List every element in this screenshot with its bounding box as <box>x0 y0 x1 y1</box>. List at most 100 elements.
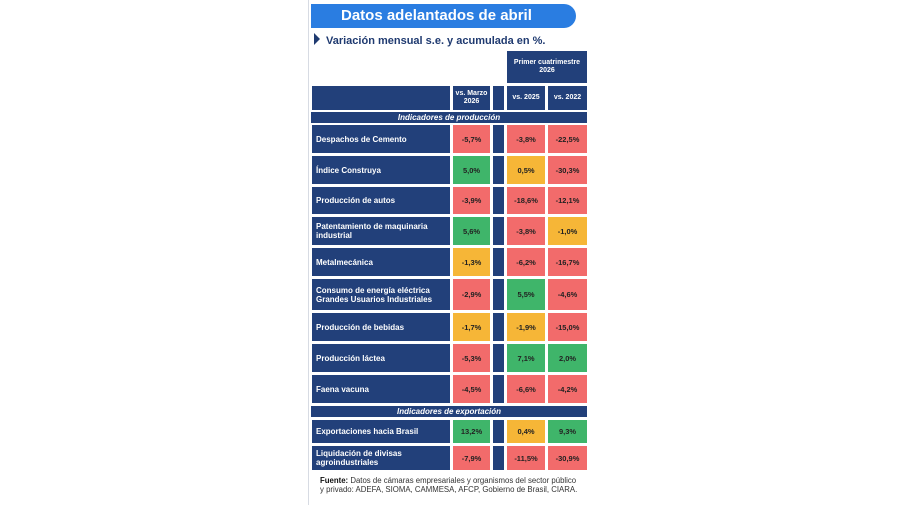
value-vs-2025-text: -18,6% <box>514 196 538 205</box>
header-col-vs-2022: vs. 2022 <box>548 86 587 110</box>
row-label: Producción láctea <box>312 344 450 372</box>
value-vs-marzo-text: -2,9% <box>461 290 482 299</box>
row-label-text: Producción láctea <box>316 353 385 363</box>
value-vs-2022-text: -22,5% <box>555 134 580 144</box>
value-vs-2022-text: -1,0% <box>557 226 578 236</box>
value-vs-2025: -6,2% <box>507 248 545 276</box>
header-col1-label: vs. Marzo 2026 <box>455 90 488 105</box>
value-vs-2022-text: -30,3% <box>555 165 580 175</box>
value-vs-2025: 5,5% <box>507 279 545 310</box>
value-vs-2025: 0,5% <box>507 156 545 184</box>
row-label-text: Producción de autos <box>316 196 396 205</box>
value-vs-2022-text: -16,7% <box>555 257 580 267</box>
row-gap <box>493 375 504 403</box>
value-vs-marzo: -1,3% <box>453 248 490 276</box>
value-vs-marzo: -7,9% <box>453 446 490 470</box>
value-vs-marzo-text: -7,9% <box>461 453 482 463</box>
value-vs-marzo-text: -1,7% <box>461 322 482 332</box>
subtitle: Variación mensual s.e. y acumulada en %. <box>314 33 545 47</box>
value-vs-2025-text: 7,1% <box>517 353 535 363</box>
value-vs-marzo: 13,2% <box>453 420 490 443</box>
row-gap <box>493 125 504 153</box>
row-label: Faena vacuna <box>312 375 450 403</box>
value-vs-2022: -4,2% <box>548 375 587 403</box>
value-vs-2022-text: -15,0% <box>555 322 580 332</box>
value-vs-2025-text: -3,8% <box>516 134 536 144</box>
row-gap <box>493 248 504 276</box>
header-col-vs-2025: vs. 2025 <box>507 86 545 110</box>
row-label-text: Exportaciones hacia Brasil <box>316 427 419 436</box>
value-vs-2022: -15,0% <box>548 313 587 341</box>
footer-source: Fuente: Datos de cámaras empresariales y… <box>320 476 582 495</box>
footer-text: Datos de cámaras empresariales y organis… <box>320 476 578 495</box>
value-vs-2025: -11,5% <box>507 446 545 470</box>
value-vs-2025: -3,8% <box>507 125 545 153</box>
value-vs-2022-text: -4,2% <box>557 384 578 394</box>
row-label: Índice Construya <box>312 156 450 184</box>
value-vs-marzo-text: -4,5% <box>461 384 482 394</box>
row-gap <box>493 446 504 470</box>
row-label-text: Despachos de Cemento <box>316 134 407 144</box>
value-vs-marzo: -3,9% <box>453 187 490 214</box>
value-vs-marzo: -4,5% <box>453 375 490 403</box>
value-vs-marzo: 5,0% <box>453 156 490 184</box>
header-group-cuatrimestre: Primer cuatrimestre 2026 <box>507 51 587 83</box>
row-label-text: Metalmecánica <box>316 257 373 267</box>
page-title: Datos adelantados de abril <box>341 7 532 24</box>
section-export: Indicadores de exportación <box>311 406 587 417</box>
row-gap <box>493 217 504 245</box>
value-vs-2022: -30,9% <box>548 446 587 470</box>
value-vs-2022: -22,5% <box>548 125 587 153</box>
row-label: Metalmecánica <box>312 248 450 276</box>
section-export-label: Indicadores de exportación <box>396 407 502 416</box>
row-label-text: Liquidación de divisas agroindustriales <box>316 449 402 467</box>
value-vs-2022: -16,7% <box>548 248 587 276</box>
row-label: Producción de bebidas <box>312 313 450 341</box>
row-gap <box>493 313 504 341</box>
value-vs-2025-text: -6,2% <box>516 257 536 267</box>
value-vs-marzo: -5,7% <box>453 125 490 153</box>
value-vs-2022-text: -12,1% <box>555 196 580 205</box>
value-vs-marzo: -5,3% <box>453 344 490 372</box>
value-vs-2022-text: -4,6% <box>557 290 578 299</box>
value-vs-2022: 2,0% <box>548 344 587 372</box>
value-vs-marzo-text: -5,3% <box>461 353 482 363</box>
row-label-text: Producción de bebidas <box>316 322 405 332</box>
value-vs-2025: -1,9% <box>507 313 545 341</box>
value-vs-2025: -18,6% <box>507 187 545 214</box>
row-gap <box>493 420 504 443</box>
title-banner: Datos adelantados de abril <box>311 4 576 28</box>
footer-label: Fuente: <box>320 476 349 485</box>
header-col3-label: vs. 2022 <box>553 94 582 101</box>
value-vs-2025: 0,4% <box>507 420 545 443</box>
row-label: Consumo de energía eléctrica Grandes Usu… <box>312 279 450 310</box>
value-vs-marzo: 5,6% <box>453 217 490 245</box>
subtitle-text: Variación mensual s.e. y acumulada en %. <box>326 35 546 47</box>
row-label-text: Consumo de energía eléctrica Grandes Usu… <box>316 285 433 304</box>
value-vs-2025-text: -3,8% <box>516 226 536 236</box>
value-vs-2025-text: -11,5% <box>514 453 538 463</box>
value-vs-2025-text: 0,4% <box>517 427 535 436</box>
value-vs-2022: -1,0% <box>548 217 587 245</box>
value-vs-2022-text: -30,9% <box>555 453 580 463</box>
value-vs-2022: -12,1% <box>548 187 587 214</box>
value-vs-2022: -30,3% <box>548 156 587 184</box>
value-vs-2025-text: -1,9% <box>516 322 536 332</box>
value-vs-marzo: -2,9% <box>453 279 490 310</box>
row-label-text: Patentamiento de maquinaria industrial <box>316 222 428 240</box>
row-gap <box>493 187 504 214</box>
row-gap <box>493 279 504 310</box>
header-col2-label: vs. 2025 <box>512 94 540 101</box>
value-vs-marzo-text: -1,3% <box>461 257 482 267</box>
row-gap <box>493 344 504 372</box>
header-group-label: Primer cuatrimestre 2026 <box>513 59 581 74</box>
value-vs-marzo: -1,7% <box>453 313 490 341</box>
value-vs-marzo-text: 5,6% <box>462 226 481 236</box>
value-vs-marzo-text: 5,0% <box>462 165 481 175</box>
section-production-label: Indicadores de producción <box>397 113 501 122</box>
value-vs-2025-text: 0,5% <box>517 165 535 175</box>
chevron-right-icon <box>314 33 320 45</box>
value-vs-2025-text: -6,6% <box>516 384 536 394</box>
value-vs-2022: -4,6% <box>548 279 587 310</box>
row-label-text: Faena vacuna <box>316 384 369 394</box>
